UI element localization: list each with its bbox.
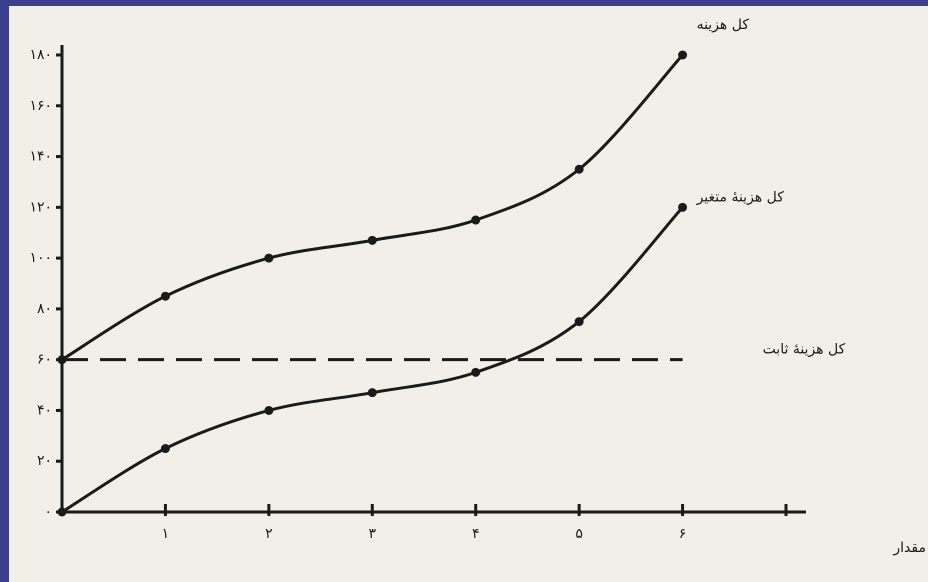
x-tick-label: ۵ xyxy=(575,526,583,542)
y-tick-label: ۱۴۰ xyxy=(29,149,52,165)
paper xyxy=(9,6,928,582)
y-tick-label: ۱۶۰ xyxy=(29,98,52,114)
point xyxy=(471,215,481,225)
y-tick-label: ۱۸۰ xyxy=(29,47,52,63)
point xyxy=(367,388,377,398)
y-tick-label: ۲۰ xyxy=(37,453,52,469)
point xyxy=(160,291,170,301)
x-tick-label: ۳ xyxy=(369,526,377,542)
point xyxy=(678,50,688,60)
y-tick-label: ۱۲۰ xyxy=(29,199,52,215)
x-tick-label: ۱ xyxy=(162,526,170,542)
point xyxy=(574,317,584,327)
point xyxy=(574,164,584,174)
y-tick-label: ۶۰ xyxy=(37,352,52,368)
x-axis-label: مقدار xyxy=(892,540,926,556)
y-tick-label: ۰ xyxy=(44,504,52,520)
point xyxy=(57,507,67,517)
series-label: کل هزینهٔ ثابت xyxy=(763,342,846,358)
y-tick-label: ۸۰ xyxy=(37,301,52,317)
x-tick-label: ۲ xyxy=(265,526,273,542)
point xyxy=(264,253,274,263)
point xyxy=(471,367,481,377)
y-tick-label: ۱۰۰ xyxy=(29,250,52,266)
x-tick-label: ۶ xyxy=(679,526,687,542)
x-tick-label: ۴ xyxy=(472,526,480,542)
point xyxy=(264,405,274,415)
series-label: کل هزینه xyxy=(697,17,750,33)
point xyxy=(367,235,377,245)
point xyxy=(160,444,170,454)
point xyxy=(678,202,688,212)
y-tick-label: ۴۰ xyxy=(37,402,52,418)
series-label: کل هزینهٔ متغیر xyxy=(696,189,785,205)
